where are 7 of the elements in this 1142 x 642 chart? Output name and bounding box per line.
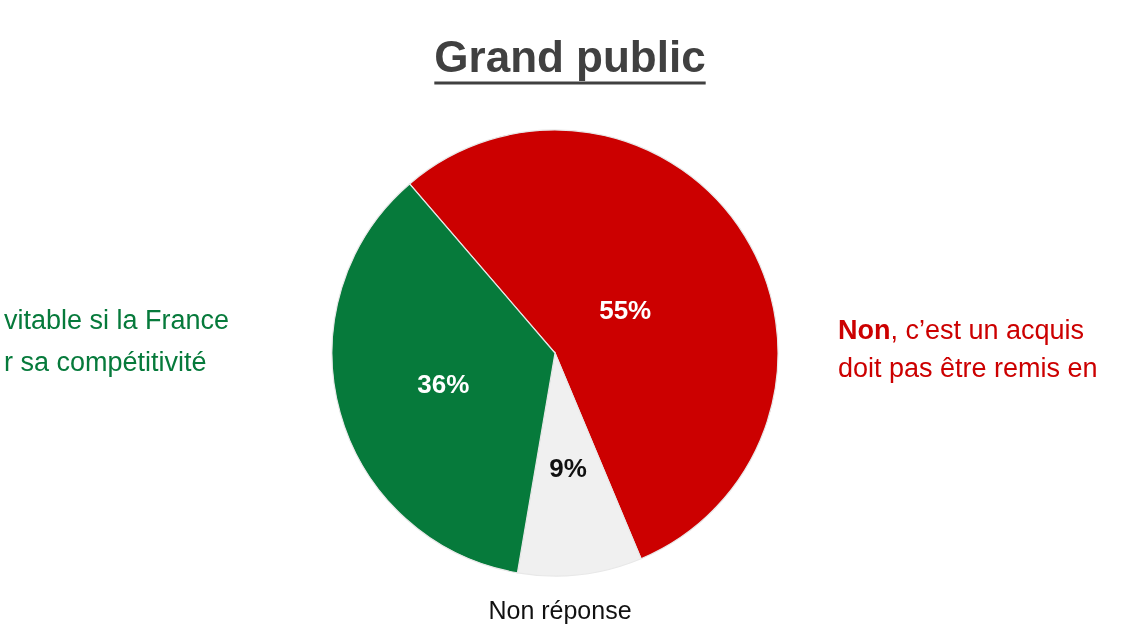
chart-title: Grand public	[434, 31, 706, 81]
data-label: 9%	[549, 453, 587, 484]
slice-label: Non, c’est un acquis doit pas être remis en	[838, 315, 1098, 383]
slice-label: vitable si la France r sa compétitivité	[4, 305, 230, 377]
data-label: 55%	[599, 294, 652, 325]
slice-label: Non réponse	[488, 596, 632, 624]
data-label: 36%	[417, 368, 470, 399]
